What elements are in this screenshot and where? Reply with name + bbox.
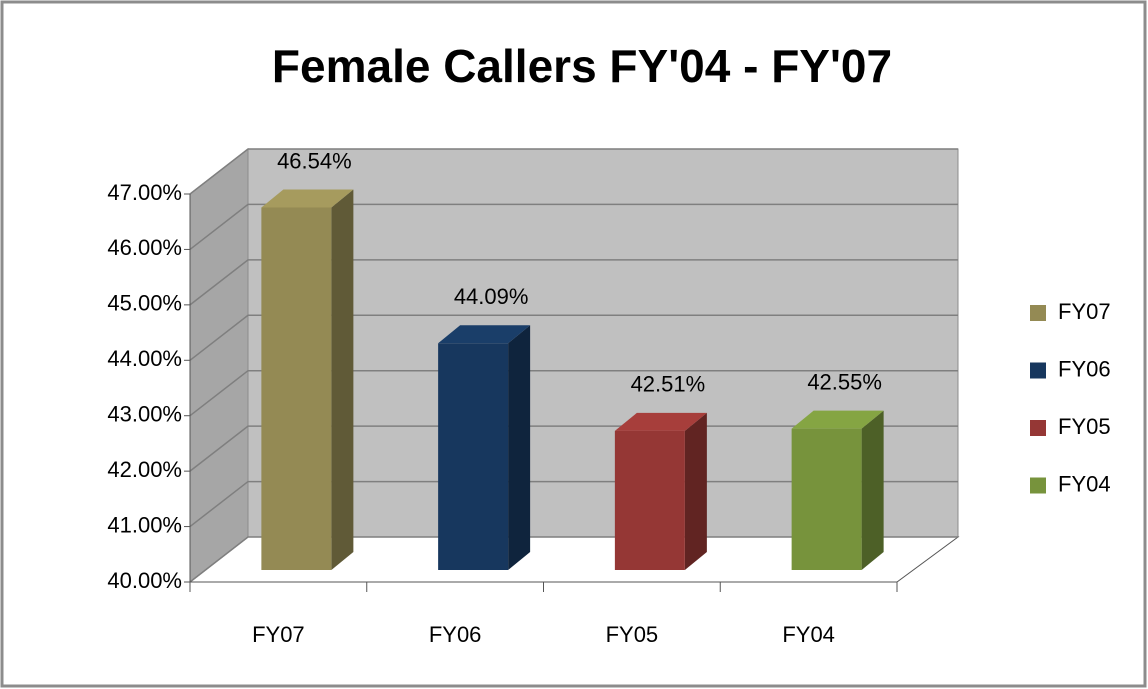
grid-line [189,314,958,361]
x-tick-label: FY04 [782,622,835,647]
y-tick-label: 45.00% [107,291,182,316]
bar-side [331,189,354,571]
legend-swatch [1030,477,1046,494]
legend-swatch [1030,362,1046,379]
legend-swatch [1030,420,1046,436]
data-label: 46.54% [277,148,352,173]
chart-title: Female Callers FY'04 - FY'07 [272,40,892,92]
y-tick-label: 47.00% [107,180,182,205]
y-tick-label: 46.00% [107,235,182,260]
bar-top [261,189,354,208]
bar [614,412,707,570]
bar-top [614,412,707,431]
bar-front [791,428,862,570]
bar-side [684,412,707,570]
x-tick-label: FY06 [429,622,482,647]
legend-label: FY06 [1058,356,1111,381]
legend-label: FY04 [1058,471,1111,496]
bar [261,189,354,571]
grid-line [189,425,958,472]
bar [791,410,884,570]
bar-top [791,410,884,429]
grid-line [189,536,958,583]
grid-line [189,203,958,251]
x-tick-label: FY05 [606,622,659,647]
y-tick-label: 41.00% [107,512,182,537]
y-tick-label: 42.00% [107,457,182,482]
y-tick-label: 40.00% [107,568,182,593]
bar-side [508,325,531,570]
y-tick-label: 43.00% [107,402,182,427]
bar-front [261,207,332,571]
bar-front [614,430,685,570]
grid-line [189,369,958,417]
data-label: 42.55% [807,369,882,394]
legend-label: FY07 [1058,299,1111,324]
bar-top [438,325,531,344]
bar [438,325,531,570]
grid-line [189,259,958,306]
y-tick-label: 44.00% [107,346,182,371]
grid-line [189,148,958,195]
bar-side [861,410,884,570]
legend-swatch [1030,305,1046,321]
legend-label: FY05 [1058,414,1111,439]
grid-line [189,480,958,528]
data-label: 42.51% [631,372,706,397]
x-tick-label: FY07 [252,622,305,647]
data-label: 44.09% [454,284,529,309]
left-wall [189,147,249,584]
bar-front [438,343,509,570]
